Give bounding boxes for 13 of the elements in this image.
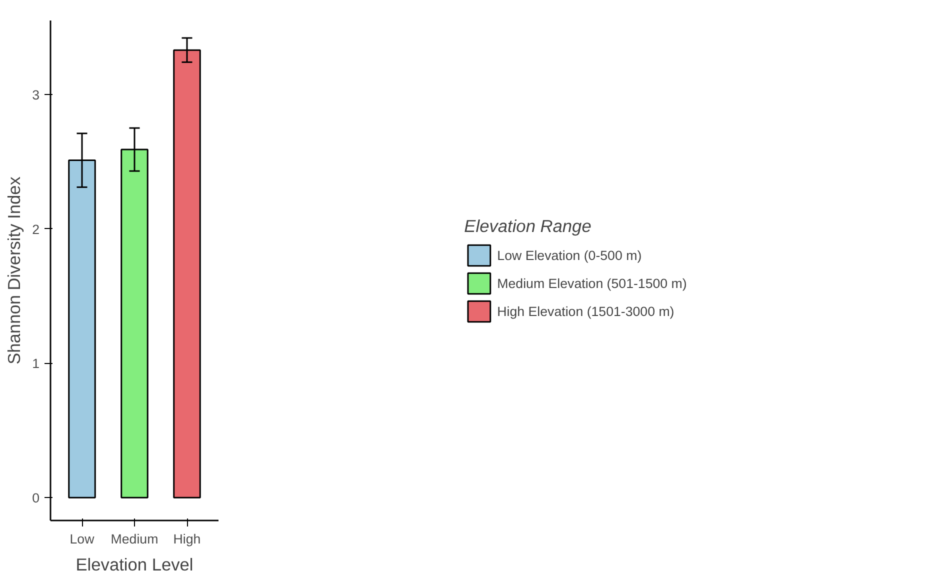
legend-label: Low Elevation (0-500 m) xyxy=(497,248,642,262)
y-tick-label: 1 xyxy=(32,356,40,372)
x-tick-label: Low xyxy=(70,532,95,546)
legend-label: Medium Elevation (501-1500 m) xyxy=(497,276,687,290)
y-axis-title: Shannon Diversity Index xyxy=(4,176,24,364)
legend-title: Elevation Range xyxy=(464,216,592,237)
x-tick-label: High xyxy=(173,532,201,546)
y-tick-label: 0 xyxy=(32,490,40,506)
legend-label: High Elevation (1501-3000 m) xyxy=(497,304,674,318)
y-tick-label: 3 xyxy=(32,87,40,102)
y-tick-label: 2 xyxy=(32,222,40,237)
x-tick-label: Medium xyxy=(110,532,158,546)
x-axis-title: Elevation Level xyxy=(76,554,194,574)
